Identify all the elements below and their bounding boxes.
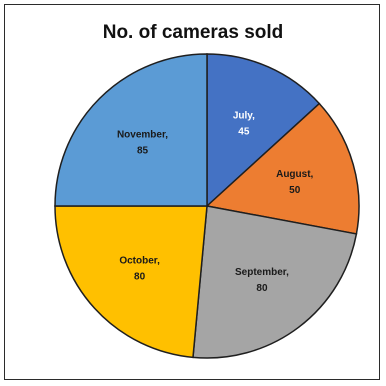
slice-value-november: 85: [137, 146, 149, 157]
slice-label-august: August,: [276, 169, 313, 180]
pie-slice-november: [54, 53, 208, 207]
pie-slice-october: [54, 205, 208, 359]
slice-label-october: October,: [119, 255, 160, 266]
slice-label-july: July,: [233, 111, 255, 122]
pie-slice-august: [205, 102, 360, 235]
slice-value-october: 80: [134, 271, 146, 282]
pie-slice-july: [206, 53, 321, 208]
pie-slice-september: [192, 205, 358, 359]
chart-title: No. of cameras sold: [102, 22, 284, 43]
slice-value-july: 45: [238, 127, 250, 138]
slice-value-august: 50: [289, 185, 301, 196]
slice-value-september: 80: [256, 283, 268, 294]
slice-label-november: November,: [117, 130, 168, 141]
slice-label-september: September,: [235, 267, 289, 278]
